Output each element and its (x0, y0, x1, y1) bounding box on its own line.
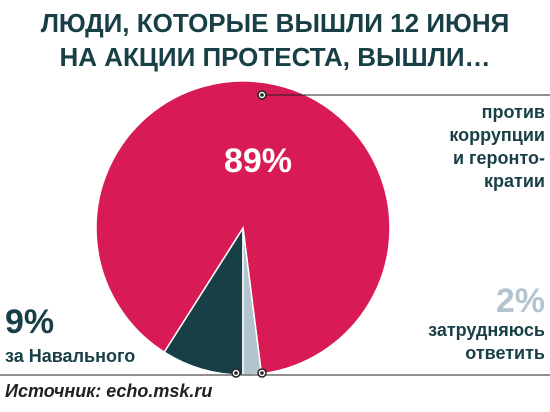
pie-slice (95, 80, 391, 375)
chart-title: НА АКЦИИ ПРОТЕСТА, ВЫШЛИ… (59, 42, 490, 72)
value-label: 89% (224, 142, 292, 180)
source: Источник: echo.msk.ru (5, 381, 212, 401)
value-label: 9% (5, 303, 54, 341)
pie (95, 80, 391, 376)
category-label: коррупции (449, 125, 545, 145)
category-label: ответить (465, 343, 545, 363)
category-label: и геронто- (453, 148, 545, 168)
value-label: 2% (496, 282, 545, 320)
category-label: затрудняюсь (428, 320, 545, 340)
chart-title: ЛЮДИ, КОТОРЫЕ ВЫШЛИ 12 ИЮНЯ (41, 8, 510, 38)
leader-dot (234, 371, 238, 375)
leader-dot (260, 93, 264, 97)
category-label: против (482, 102, 545, 122)
category-label: за Навального (5, 346, 135, 366)
category-label: кратии (484, 171, 545, 191)
leader-dot (260, 371, 264, 375)
